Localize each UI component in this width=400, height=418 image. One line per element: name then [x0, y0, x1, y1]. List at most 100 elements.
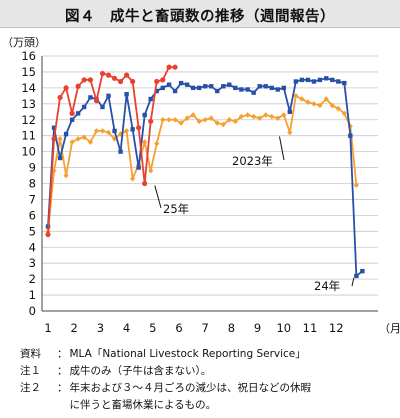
data-point	[221, 84, 226, 89]
data-point	[214, 120, 220, 126]
data-point	[232, 118, 238, 125]
data-point	[75, 83, 81, 89]
data-point	[154, 78, 160, 85]
note-1-text: 成牛のみ（子牛は含まない）。	[69, 365, 212, 377]
data-point	[293, 93, 299, 99]
series-line	[47, 94, 358, 232]
data-point	[202, 116, 208, 123]
data-point	[293, 79, 299, 84]
data-point	[51, 125, 57, 130]
data-point	[124, 128, 130, 134]
data-point	[215, 88, 220, 94]
data-point	[275, 87, 280, 92]
data-point	[251, 90, 256, 95]
data-point	[75, 111, 81, 116]
data-point	[245, 87, 250, 92]
data-point	[317, 102, 323, 109]
y-tick-label: 11	[21, 129, 36, 143]
data-point	[142, 112, 147, 118]
x-tick-label: 9	[254, 321, 261, 335]
annotation-leader-2023	[278, 136, 285, 161]
data-point	[99, 128, 106, 134]
data-point	[148, 118, 154, 124]
y-tick-label: 13	[21, 97, 36, 111]
x-axis-label: （月）	[379, 322, 400, 335]
data-point	[93, 98, 100, 104]
data-point	[208, 115, 214, 121]
data-point	[233, 85, 238, 91]
data-point	[93, 128, 100, 134]
data-point	[172, 88, 178, 94]
data-point	[69, 110, 75, 116]
data-point	[69, 117, 75, 122]
x-tick-label: 4	[123, 321, 130, 335]
data-point	[99, 70, 106, 77]
y-tick-label: 10	[21, 145, 36, 159]
data-point	[87, 77, 94, 83]
data-point	[81, 134, 87, 141]
data-point	[148, 96, 153, 102]
data-point	[251, 113, 257, 120]
data-point	[335, 105, 341, 112]
note-1-label: 注１	[20, 365, 41, 377]
y-tick-label: 3	[29, 256, 36, 270]
annotation-24: 24年	[314, 279, 340, 293]
data-point	[160, 77, 166, 83]
note-2-text-continued: に伴うと畜場休業によるもの。	[69, 399, 217, 411]
data-point	[130, 175, 136, 182]
y-tick-label: 15	[21, 65, 36, 79]
data-point	[88, 95, 93, 100]
data-point	[130, 127, 135, 132]
data-point	[348, 133, 353, 138]
data-point	[81, 104, 87, 110]
data-point	[336, 79, 341, 84]
y-tick-label: 14	[21, 81, 36, 95]
data-point	[81, 77, 87, 83]
data-point	[311, 101, 317, 107]
data-point	[124, 92, 129, 97]
data-point	[220, 121, 226, 128]
annotation-2023: 2023年	[232, 154, 273, 168]
data-point	[136, 165, 141, 170]
data-point	[69, 139, 75, 145]
x-tick-label: 6	[175, 321, 182, 335]
x-tick-label: 7	[202, 321, 209, 335]
y-axis-label: （万頭）	[2, 36, 46, 49]
data-point	[257, 115, 263, 121]
data-point	[172, 64, 178, 70]
data-point	[148, 167, 154, 174]
y-tick-label: 7	[29, 192, 36, 206]
data-point	[353, 182, 359, 188]
data-point	[299, 77, 305, 83]
data-point	[142, 139, 148, 145]
data-point	[111, 75, 118, 81]
data-point	[209, 84, 214, 89]
data-point	[299, 96, 305, 102]
data-point	[323, 96, 329, 102]
data-point	[106, 93, 111, 99]
data-point	[281, 85, 286, 91]
y-tick-label: 0	[29, 304, 36, 318]
series-25年	[45, 64, 178, 238]
note-2-text: 年末および３～４月ごろの減少は、祝日などの休暇	[69, 382, 312, 394]
data-point	[136, 125, 142, 131]
data-point	[112, 128, 117, 134]
data-point	[63, 172, 69, 179]
data-point	[354, 273, 359, 279]
data-point	[203, 84, 208, 89]
data-point	[87, 139, 94, 145]
data-point	[263, 112, 269, 118]
title-bar: 図４ 成牛と畜頭数の推移（週間報告）	[0, 0, 400, 28]
data-point	[142, 180, 148, 187]
data-point	[154, 140, 160, 147]
data-point	[238, 113, 244, 120]
x-tick-label: 12	[329, 321, 344, 335]
data-point	[105, 72, 112, 78]
x-tick-label: 1	[44, 321, 51, 335]
data-point	[269, 113, 275, 120]
y-tick-label: 2	[29, 272, 36, 286]
data-point	[160, 85, 165, 91]
y-tick-label: 12	[21, 113, 36, 127]
y-tick-label: 6	[29, 208, 36, 222]
